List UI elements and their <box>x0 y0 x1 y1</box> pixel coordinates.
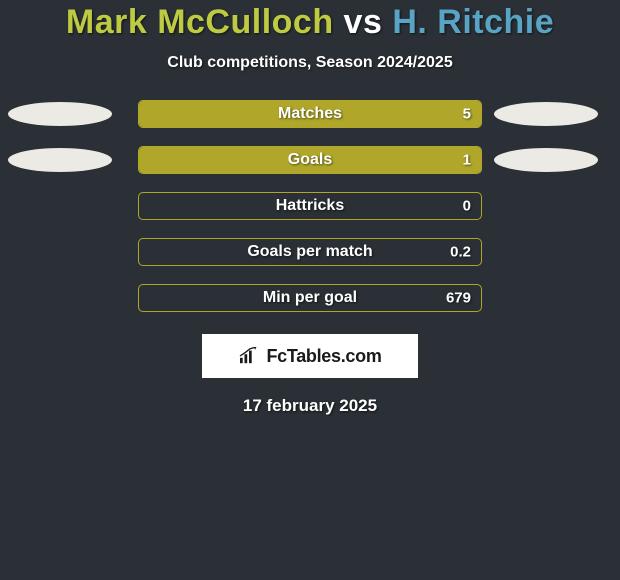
date-text: 17 february 2025 <box>243 396 377 416</box>
logo-box[interactable]: FcTables.com <box>202 334 418 378</box>
stat-bar: Goals1 <box>138 146 482 174</box>
stat-row: Goals1 <box>0 146 620 174</box>
chart-icon <box>238 347 260 365</box>
stat-bar: Matches5 <box>138 100 482 128</box>
stat-label: Min per goal <box>139 289 481 307</box>
stat-value: 0 <box>463 198 471 215</box>
logo-text: FcTables.com <box>266 346 381 367</box>
stat-bar-fill <box>139 101 481 127</box>
ellipse-right <box>494 148 598 172</box>
ellipse-left <box>8 102 112 126</box>
stats-list: Matches5Goals1Hattricks0Goals per match0… <box>0 100 620 312</box>
stat-label: Hattricks <box>139 197 481 215</box>
ellipse-right <box>494 102 598 126</box>
stat-bar: Hattricks0 <box>138 192 482 220</box>
stat-row: Matches5 <box>0 100 620 128</box>
stat-label: Goals per match <box>139 243 481 261</box>
stat-row: Goals per match0.2 <box>0 238 620 266</box>
stat-row: Hattricks0 <box>0 192 620 220</box>
stat-row: Min per goal679 <box>0 284 620 312</box>
title-player1: Mark McCulloch <box>66 3 334 41</box>
stat-value: 679 <box>446 290 471 307</box>
title-vs: vs <box>334 3 393 41</box>
page-title: Mark McCulloch vs H. Ritchie <box>66 3 554 42</box>
infographic-container: Mark McCulloch vs H. Ritchie Club compet… <box>0 0 620 416</box>
title-player2: H. Ritchie <box>392 3 554 41</box>
stat-bar-fill <box>139 147 481 173</box>
stat-value: 0.2 <box>450 244 471 261</box>
stat-bar: Goals per match0.2 <box>138 238 482 266</box>
stat-bar: Min per goal679 <box>138 284 482 312</box>
ellipse-left <box>8 148 112 172</box>
subtitle: Club competitions, Season 2024/2025 <box>167 54 452 72</box>
